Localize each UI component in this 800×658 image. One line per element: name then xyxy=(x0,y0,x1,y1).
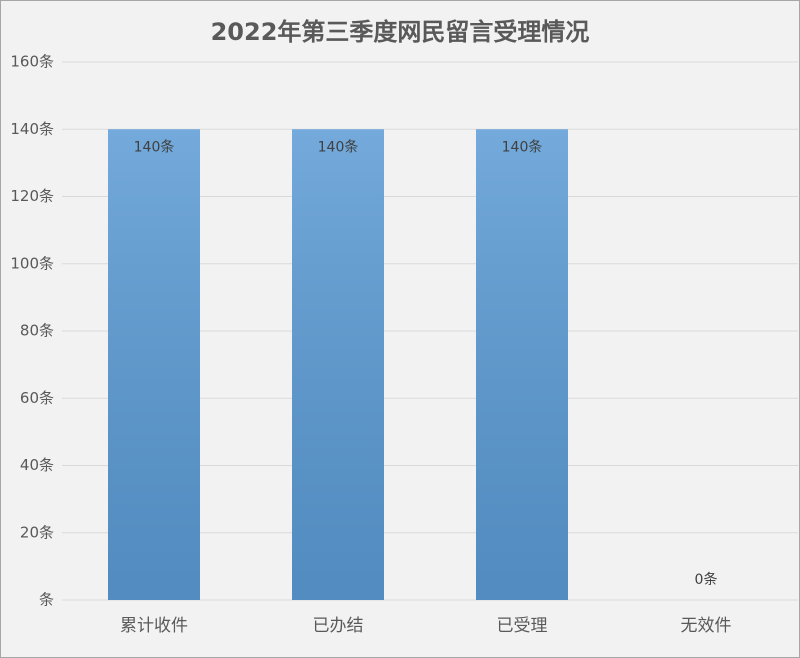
y-tick-label: 160条 xyxy=(10,53,54,71)
x-tick-label: 已受理 xyxy=(497,616,548,636)
x-tick-label: 无效件 xyxy=(681,616,732,636)
value-label: 140条 xyxy=(318,138,359,155)
bar-shade xyxy=(292,129,384,600)
y-tick-label: 140条 xyxy=(10,120,54,138)
bar-shade xyxy=(476,129,568,600)
value-label: 0条 xyxy=(695,571,718,588)
value-label: 140条 xyxy=(502,138,543,155)
y-tick-label: 100条 xyxy=(10,254,54,272)
chart-title: 2022年第三季度网民留言受理情况 xyxy=(211,18,590,46)
y-tick-label: 40条 xyxy=(20,456,54,474)
value-label: 140条 xyxy=(134,138,175,155)
x-tick-label: 已办结 xyxy=(313,616,364,636)
y-tick-label: 20条 xyxy=(20,523,54,541)
bar-shade xyxy=(108,129,200,600)
y-tick-label: 120条 xyxy=(10,187,54,205)
y-tick-label: 60条 xyxy=(20,389,54,407)
x-tick-label: 累计收件 xyxy=(120,616,188,636)
y-tick-label: 条 xyxy=(39,591,54,609)
y-tick-label: 80条 xyxy=(20,322,54,340)
